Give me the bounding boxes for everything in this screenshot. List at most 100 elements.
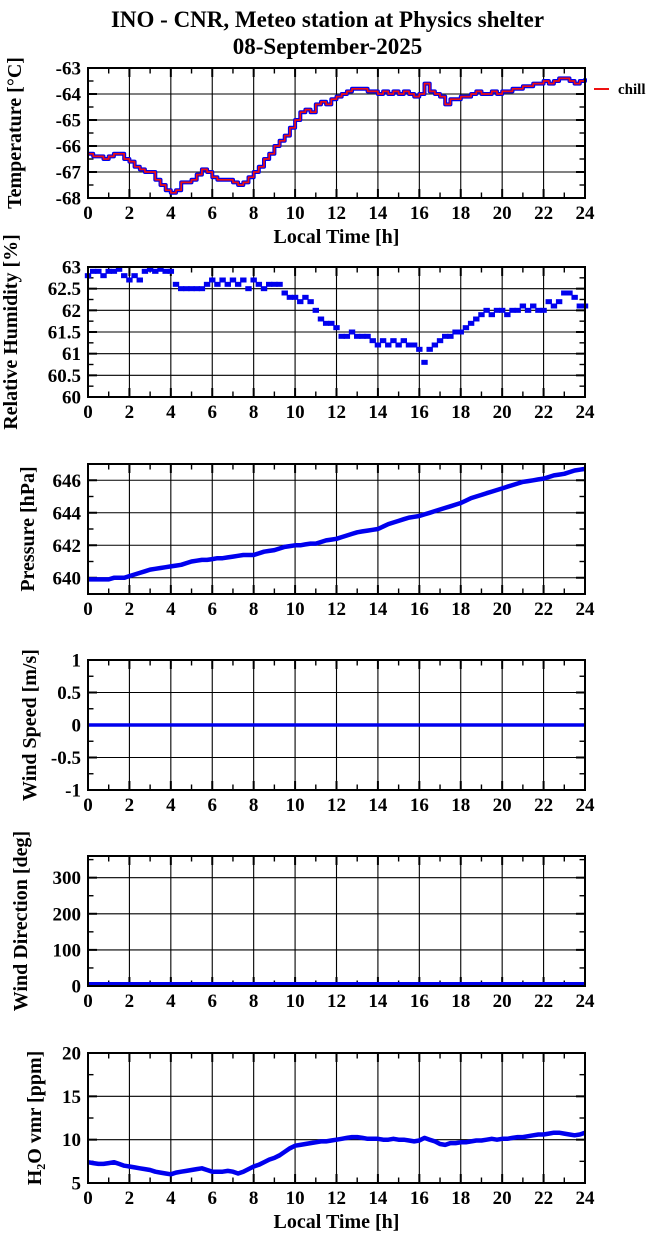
svg-text:16: 16 (410, 991, 429, 1012)
pressure-series (88, 466, 586, 582)
svg-text:10: 10 (286, 402, 305, 423)
svg-text:20: 20 (493, 1188, 512, 1209)
wind_speed-frame (87, 659, 586, 791)
svg-text:2: 2 (125, 203, 135, 224)
h2o_vmr-xtick-labels: 0 2 4 6 8 10 12 14 16 18 20 22 24 (83, 1188, 595, 1209)
svg-text:6: 6 (208, 203, 218, 224)
svg-text:8: 8 (249, 991, 259, 1012)
svg-text:10: 10 (286, 599, 305, 620)
svg-text:644: 644 (53, 503, 82, 524)
svg-text:4: 4 (166, 203, 176, 224)
svg-text:0: 0 (72, 716, 82, 737)
svg-text:0: 0 (83, 203, 93, 224)
svg-text:61.5: 61.5 (48, 323, 81, 344)
temperature-panel: -68-67-66-65-64-630 2 4 6 8 10 12 14 16 18 20 22 24T… (4, 57, 646, 248)
wind_direction-frame (87, 855, 586, 987)
h2o_vmr-xlabel: Local Time [h] (274, 1211, 400, 1233)
svg-text:-66: -66 (56, 137, 81, 158)
svg-text:4: 4 (166, 991, 176, 1012)
svg-text:14: 14 (368, 795, 388, 816)
svg-text:22: 22 (534, 203, 553, 224)
wind_speed-xtick-labels: 0 2 4 6 8 10 12 14 16 18 20 22 24 (83, 795, 595, 816)
svg-text:8: 8 (249, 203, 259, 224)
svg-text:12: 12 (327, 1188, 346, 1209)
h2o_vmr-series (87, 1130, 586, 1177)
svg-text:6: 6 (208, 599, 218, 620)
svg-text:16: 16 (410, 795, 429, 816)
svg-text:10: 10 (62, 1130, 81, 1151)
svg-text:14: 14 (368, 599, 388, 620)
svg-text:-68: -68 (56, 189, 81, 210)
svg-text:12: 12 (327, 991, 346, 1012)
pressure-grid (88, 464, 585, 594)
svg-text:640: 640 (53, 568, 82, 589)
svg-text:24: 24 (576, 1188, 596, 1209)
h2o_vmr-grid (88, 1053, 585, 1183)
svg-text:646: 646 (53, 471, 82, 492)
svg-text:20: 20 (493, 795, 512, 816)
svg-text:14: 14 (368, 203, 388, 224)
chill-series (88, 77, 586, 194)
svg-text:0: 0 (83, 795, 93, 816)
svg-text:8: 8 (249, 402, 259, 423)
svg-text:20: 20 (493, 599, 512, 620)
svg-text:2: 2 (125, 991, 135, 1012)
svg-text:-65: -65 (56, 111, 81, 132)
svg-text:642: 642 (53, 536, 82, 557)
svg-text:62.5: 62.5 (48, 279, 81, 300)
svg-text:18: 18 (451, 795, 470, 816)
title-block: INO - CNR, Meteo station at Physics shel… (0, 6, 655, 60)
wind_direction-ytick-labels: 0 100 200 300 (53, 868, 82, 997)
wind_speed-ytick-labels: -1 -0.5 0 0.5 1 (51, 651, 81, 802)
wind_direction-ylabel: Wind Direction [deg] (10, 831, 32, 1011)
svg-text:24: 24 (576, 599, 596, 620)
pressure-frame (87, 463, 586, 595)
temperature-grid (88, 68, 585, 198)
svg-text:14: 14 (368, 402, 388, 423)
pressure-ylabel: Pressure [hPa] (17, 466, 39, 591)
page-title: INO - CNR, Meteo station at Physics shel… (110, 7, 545, 32)
svg-text:8: 8 (249, 1188, 259, 1209)
svg-text:-1: -1 (65, 781, 81, 802)
temperature-legend: chill (594, 82, 646, 98)
svg-text:10: 10 (286, 203, 305, 224)
pressure-xtick-labels: 0 2 4 6 8 10 12 14 16 18 20 22 24 (83, 599, 595, 620)
svg-text:0.5: 0.5 (57, 683, 81, 704)
svg-text:6: 6 (208, 1188, 218, 1209)
svg-text:6: 6 (208, 991, 218, 1012)
wind_direction-grid (88, 856, 585, 986)
temperature-frame (87, 67, 586, 199)
svg-text:24: 24 (576, 991, 596, 1012)
svg-text:18: 18 (451, 402, 470, 423)
h2o_vmr-frame (87, 1052, 586, 1184)
svg-text:22: 22 (534, 991, 553, 1012)
temperature-ylabel: Temperature [°C] (4, 57, 26, 209)
svg-text:62: 62 (62, 301, 81, 322)
svg-text:18: 18 (451, 991, 470, 1012)
svg-text:4: 4 (166, 1188, 176, 1209)
svg-text:12: 12 (327, 599, 346, 620)
svg-text:16: 16 (410, 599, 429, 620)
pressure-ytick-labels: 640 642 644 646 (53, 471, 82, 590)
svg-text:18: 18 (451, 1188, 470, 1209)
h2o_vmr-ytick-labels: 5 10 15 20 (62, 1044, 81, 1195)
page-subtitle: 08-September-2025 (232, 34, 423, 59)
svg-text:4: 4 (166, 599, 176, 620)
svg-text:4: 4 (166, 402, 176, 423)
svg-text:-0.5: -0.5 (51, 748, 81, 769)
relative_humidity-grid (88, 267, 585, 397)
svg-text:4: 4 (166, 795, 176, 816)
svg-text:24: 24 (576, 203, 596, 224)
svg-text:10: 10 (286, 795, 305, 816)
svg-text:16: 16 (410, 203, 429, 224)
h2o_vmr-ylabel: H₂O vmr [ppm] (24, 1051, 46, 1186)
svg-text:22: 22 (534, 402, 553, 423)
svg-text:18: 18 (451, 203, 470, 224)
svg-text:16: 16 (410, 1188, 429, 1209)
svg-text:12: 12 (327, 795, 346, 816)
